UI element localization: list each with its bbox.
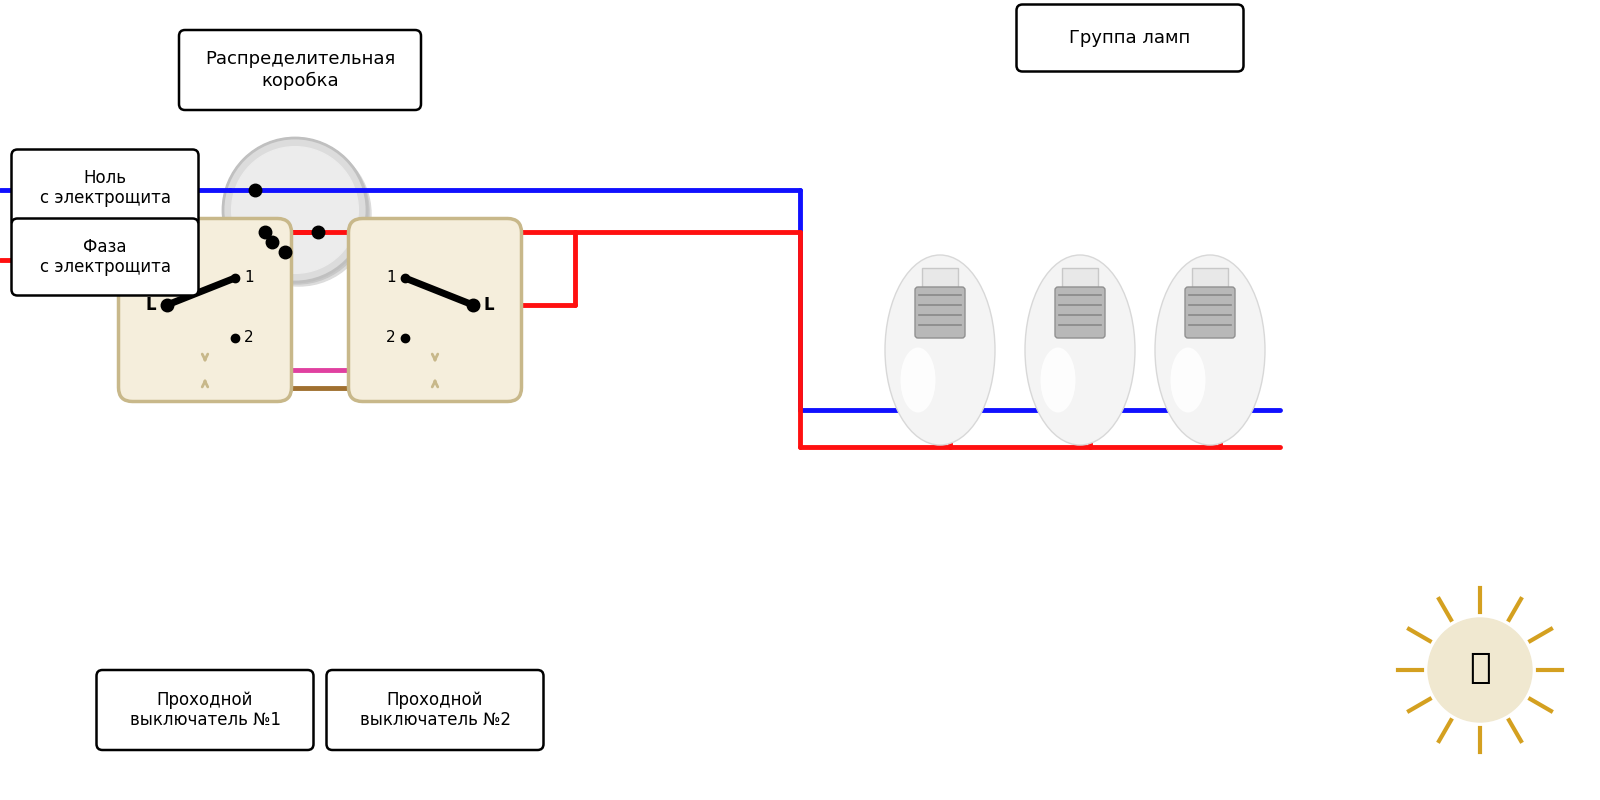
FancyBboxPatch shape bbox=[1186, 287, 1235, 338]
Ellipse shape bbox=[901, 347, 936, 413]
FancyBboxPatch shape bbox=[326, 670, 544, 750]
Ellipse shape bbox=[1026, 255, 1134, 445]
Circle shape bbox=[226, 140, 370, 284]
FancyBboxPatch shape bbox=[11, 150, 198, 226]
Ellipse shape bbox=[885, 255, 995, 445]
Text: Проходной
выключатель №2: Проходной выключатель №2 bbox=[360, 690, 510, 730]
Text: L: L bbox=[146, 296, 157, 314]
FancyBboxPatch shape bbox=[11, 218, 198, 295]
Text: 1: 1 bbox=[386, 270, 395, 286]
FancyBboxPatch shape bbox=[96, 670, 314, 750]
Text: 🤜: 🤜 bbox=[1469, 651, 1491, 685]
Text: 2: 2 bbox=[386, 330, 395, 346]
FancyBboxPatch shape bbox=[1016, 5, 1243, 71]
FancyBboxPatch shape bbox=[1192, 268, 1229, 290]
Text: Фаза
с электрощита: Фаза с электрощита bbox=[40, 238, 171, 276]
Circle shape bbox=[227, 142, 371, 286]
Text: Проходной
выключатель №1: Проходной выключатель №1 bbox=[130, 690, 280, 730]
Text: L: L bbox=[483, 296, 494, 314]
Text: 1: 1 bbox=[245, 270, 254, 286]
FancyBboxPatch shape bbox=[922, 268, 958, 290]
Text: Ноль
с электрощита: Ноль с электрощита bbox=[40, 169, 171, 207]
Circle shape bbox=[222, 138, 366, 282]
FancyBboxPatch shape bbox=[349, 218, 522, 402]
Ellipse shape bbox=[1040, 347, 1075, 413]
Text: 2: 2 bbox=[245, 330, 254, 346]
Text: Группа ламп: Группа ламп bbox=[1069, 29, 1190, 47]
Text: Распределительная
коробка: Распределительная коробка bbox=[205, 50, 395, 90]
FancyBboxPatch shape bbox=[1054, 287, 1106, 338]
Circle shape bbox=[1429, 618, 1533, 722]
FancyBboxPatch shape bbox=[179, 30, 421, 110]
Ellipse shape bbox=[1155, 255, 1266, 445]
Ellipse shape bbox=[1171, 347, 1205, 413]
Circle shape bbox=[232, 146, 358, 274]
FancyBboxPatch shape bbox=[118, 218, 291, 402]
FancyBboxPatch shape bbox=[1062, 268, 1098, 290]
FancyBboxPatch shape bbox=[915, 287, 965, 338]
Circle shape bbox=[222, 138, 366, 282]
